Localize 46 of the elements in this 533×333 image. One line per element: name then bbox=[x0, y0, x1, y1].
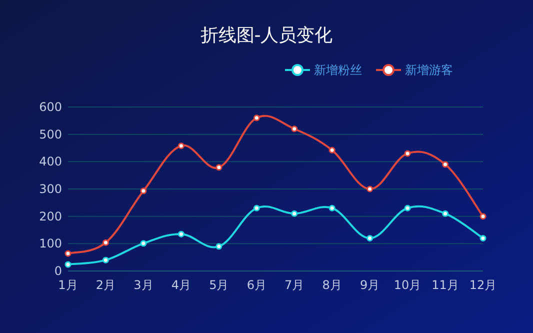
point bbox=[404, 150, 411, 157]
point bbox=[442, 161, 449, 168]
y-tick-label: 500 bbox=[39, 127, 62, 142]
y-tick-label: 300 bbox=[39, 182, 62, 196]
legend-label: 新增游客 bbox=[405, 63, 453, 77]
y-tick-label: 0 bbox=[54, 264, 62, 278]
point bbox=[216, 243, 222, 250]
x-tick-label: 11月 bbox=[432, 278, 459, 292]
point bbox=[291, 210, 298, 217]
point bbox=[480, 234, 486, 242]
x-tick-label: 10月 bbox=[394, 278, 422, 292]
chart-title: 折线图-人员变化 bbox=[200, 25, 333, 46]
point bbox=[328, 146, 336, 154]
point bbox=[216, 164, 222, 171]
point bbox=[64, 250, 72, 257]
point bbox=[253, 204, 260, 212]
x-tick-label: 8月 bbox=[322, 278, 342, 292]
point bbox=[442, 210, 449, 217]
point bbox=[140, 240, 147, 247]
point bbox=[102, 256, 109, 264]
point bbox=[404, 204, 411, 212]
x-tick-label: 5月 bbox=[209, 278, 229, 292]
x-tick-label: 2月 bbox=[96, 278, 116, 292]
y-tick-label: 100 bbox=[39, 236, 62, 251]
legend-label: 新增粉丝 bbox=[314, 63, 362, 77]
x-tick-label: 3月 bbox=[134, 278, 154, 292]
point bbox=[328, 204, 336, 212]
point bbox=[366, 234, 374, 242]
point bbox=[140, 188, 147, 194]
x-tick-label: 4月 bbox=[171, 278, 191, 292]
y-tick-label: 200 bbox=[39, 209, 62, 224]
y-tick-label: 600 bbox=[39, 100, 62, 114]
point bbox=[366, 186, 374, 192]
point bbox=[253, 114, 260, 122]
x-tick-label: 9月 bbox=[360, 278, 380, 292]
x-tick-label: 7月 bbox=[284, 278, 304, 292]
point bbox=[480, 213, 486, 220]
point bbox=[178, 142, 184, 150]
x-tick-label: 6月 bbox=[246, 278, 266, 292]
x-tick-label: 12月 bbox=[469, 278, 497, 292]
point bbox=[102, 239, 109, 246]
point bbox=[178, 230, 184, 238]
point bbox=[64, 261, 72, 268]
point bbox=[291, 126, 298, 132]
x-tick-label: 1月 bbox=[58, 278, 78, 292]
y-tick-label: 400 bbox=[39, 154, 62, 169]
